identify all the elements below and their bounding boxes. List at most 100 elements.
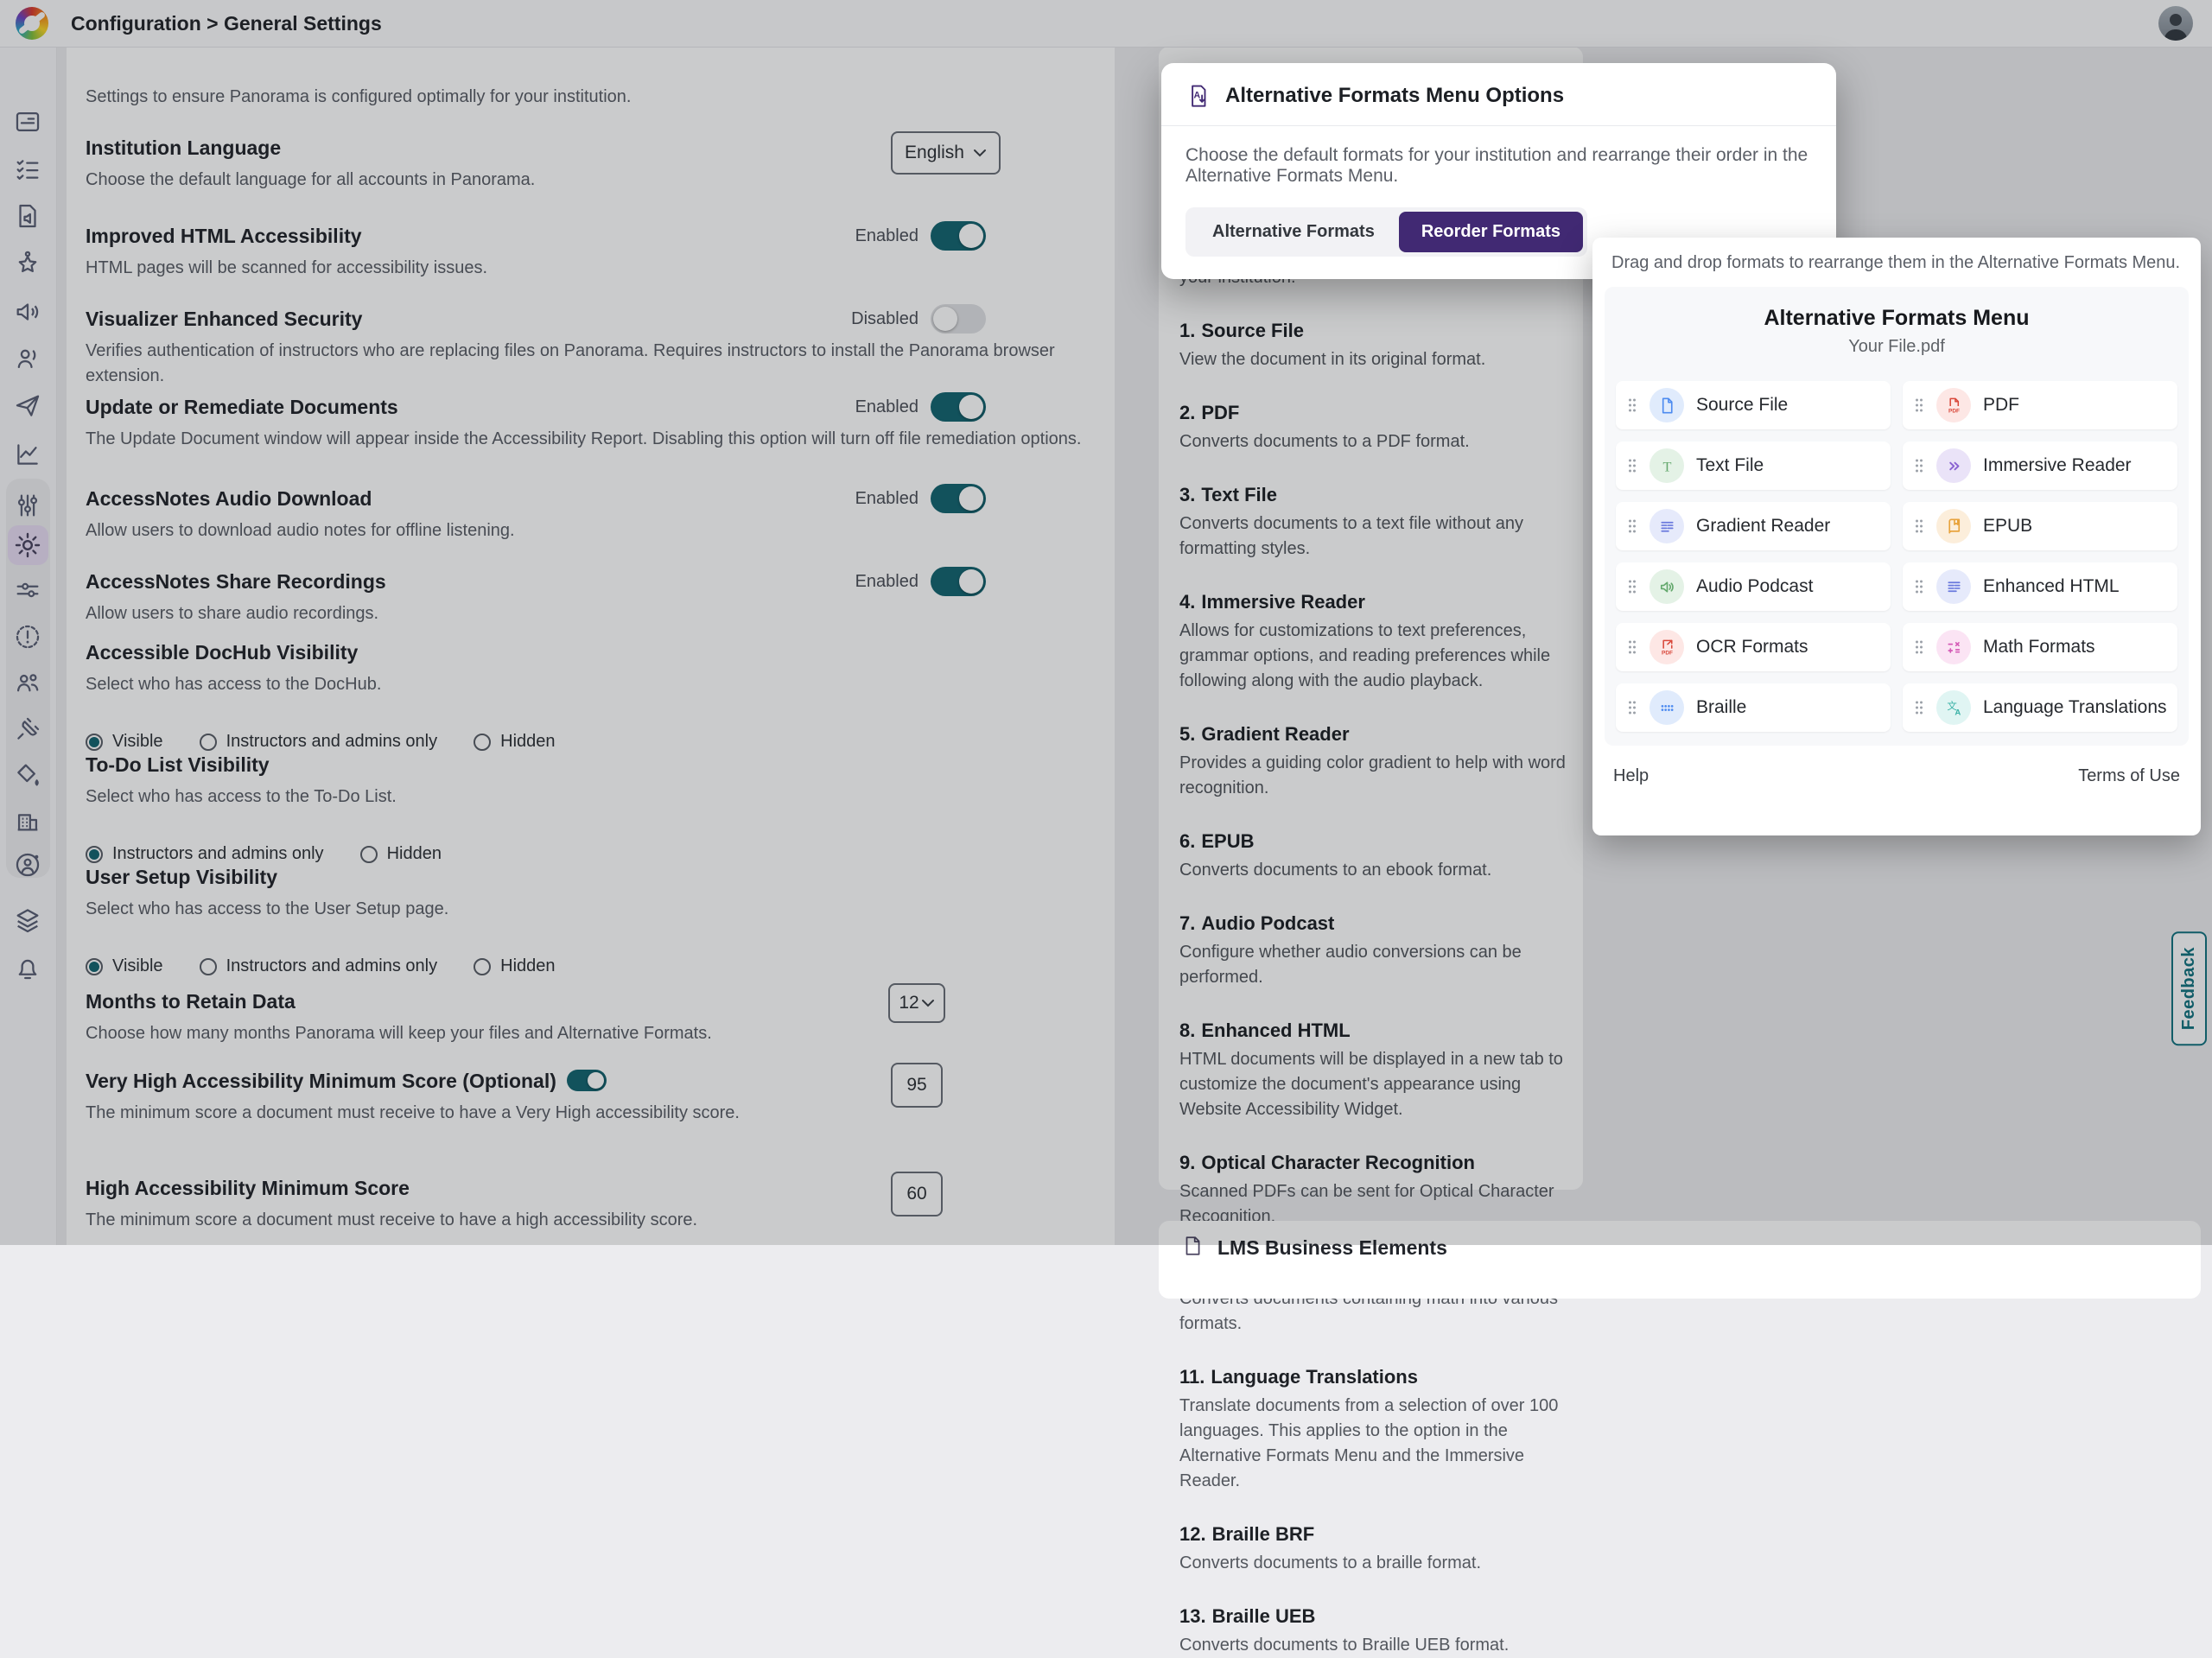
toggle-switch[interactable] bbox=[931, 221, 986, 251]
checklist-icon[interactable] bbox=[13, 155, 42, 184]
drag-handle-icon[interactable] bbox=[1627, 699, 1637, 716]
radio-option[interactable]: Hidden bbox=[474, 732, 556, 752]
format-item-enhanced-html[interactable]: Enhanced HTML bbox=[1903, 562, 2177, 611]
format-item-gradient-reader[interactable]: Gradient Reader bbox=[1616, 502, 1891, 550]
setting-title: Institution Language bbox=[86, 137, 282, 159]
toggle-state-label: Disabled bbox=[851, 308, 918, 328]
setting-title: Very High Accessibility Minimum Score (O… bbox=[86, 1070, 1103, 1093]
vertical-sliders-icon[interactable] bbox=[13, 491, 42, 520]
user-avatar[interactable] bbox=[2158, 6, 2193, 41]
format-heading: 3. Text File bbox=[1179, 484, 1277, 505]
epub-icon bbox=[1936, 509, 1971, 543]
drag-handle-icon[interactable] bbox=[1627, 578, 1637, 595]
language-select[interactable]: English bbox=[891, 131, 1001, 175]
terms-of-use-link[interactable]: Terms of Use bbox=[2078, 766, 2180, 785]
paint-bucket-icon[interactable] bbox=[13, 760, 42, 790]
format-item-braille[interactable]: Braille bbox=[1616, 683, 1891, 732]
setting-row: Improved HTML Accessibility HTML pages w… bbox=[86, 221, 1103, 281]
line-chart-icon[interactable] bbox=[13, 440, 42, 469]
format-item-epub[interactable]: EPUB bbox=[1903, 502, 2177, 550]
drag-handle-icon[interactable] bbox=[1627, 518, 1637, 535]
radio-option[interactable]: Instructors and admins only bbox=[199, 732, 437, 752]
left-sidebar bbox=[0, 47, 57, 1245]
help-link[interactable]: Help bbox=[1613, 766, 1649, 785]
format-item-pdf[interactable]: PDF PDF bbox=[1903, 381, 2177, 429]
drag-handle-icon[interactable] bbox=[1627, 638, 1637, 656]
reorder-instruction: Drag and drop formats to rearrange them … bbox=[1611, 253, 2181, 272]
paper-plane-icon[interactable] bbox=[13, 391, 42, 421]
drag-handle-icon[interactable] bbox=[1914, 638, 1924, 656]
format-desc: Converts documents to Braille UEB format… bbox=[1179, 1636, 1510, 1655]
reorder-formats-panel: Drag and drop formats to rearrange them … bbox=[1592, 238, 2201, 835]
menu-file-name: Your File.pdf bbox=[1848, 337, 1945, 356]
radio-group: Instructors and admins only Hidden bbox=[86, 844, 1103, 864]
drag-handle-icon[interactable] bbox=[1627, 457, 1637, 474]
setting-row: Very High Accessibility Minimum Score (O… bbox=[86, 1063, 1103, 1126]
gear-icon[interactable] bbox=[13, 530, 42, 560]
toggle-switch[interactable] bbox=[931, 392, 986, 422]
format-item-source-file[interactable]: Source File bbox=[1616, 381, 1891, 429]
setting-row: Months to Retain Data Choose how many mo… bbox=[86, 983, 1103, 1046]
format-item-math-formats[interactable]: Math Formats bbox=[1903, 623, 2177, 671]
enhanced-html-icon bbox=[1936, 569, 1971, 604]
radio-option[interactable]: Hidden bbox=[474, 956, 556, 976]
plug-icon[interactable] bbox=[13, 715, 42, 744]
format-item-immersive-reader[interactable]: Immersive Reader bbox=[1903, 441, 2177, 490]
toggle-switch[interactable] bbox=[931, 484, 986, 513]
toggle-switch[interactable] bbox=[931, 304, 986, 334]
immersive-reader-icon bbox=[1936, 448, 1971, 483]
format-item-audio-podcast[interactable]: Audio Podcast bbox=[1616, 562, 1891, 611]
drag-handle-icon[interactable] bbox=[1914, 518, 1924, 535]
setting-row: Accessible DocHub Visibility Select who … bbox=[86, 641, 1103, 752]
format-heading: 9. Optical Character Recognition bbox=[1179, 1152, 1475, 1173]
toggle-switch[interactable] bbox=[566, 1070, 607, 1091]
format-desc: Translate documents from a selection of … bbox=[1179, 1396, 1559, 1490]
svg-text:PDF: PDF bbox=[1662, 650, 1673, 656]
toggle-switch[interactable] bbox=[931, 567, 986, 596]
bell-icon[interactable] bbox=[13, 953, 42, 982]
report-icon[interactable] bbox=[13, 107, 42, 137]
math-icon bbox=[1936, 630, 1971, 664]
radio-option[interactable]: Instructors and admins only bbox=[86, 844, 324, 864]
setting-desc: Verifies authentication of instructors w… bbox=[86, 341, 1055, 385]
file-audio-icon[interactable] bbox=[13, 201, 42, 231]
setting-row: AccessNotes Audio Download Allow users t… bbox=[86, 484, 1103, 543]
panorama-logo bbox=[16, 7, 48, 40]
months-select[interactable]: 12 bbox=[888, 983, 945, 1023]
drag-handle-icon[interactable] bbox=[1914, 457, 1924, 474]
tab-reorder-formats[interactable]: Reorder Formats bbox=[1398, 212, 1583, 252]
very-high-score-input[interactable]: 95 bbox=[891, 1063, 943, 1108]
radio-option[interactable]: Instructors and admins only bbox=[199, 956, 437, 976]
horizontal-sliders-icon[interactable] bbox=[13, 575, 42, 605]
tab-alternative-formats[interactable]: Alternative Formats bbox=[1212, 222, 1375, 241]
person-voice-icon[interactable] bbox=[13, 344, 42, 373]
format-heading: 13. Braille UEB bbox=[1179, 1605, 1316, 1627]
setting-title: AccessNotes Share Recordings bbox=[86, 570, 386, 593]
high-score-input[interactable]: 60 bbox=[891, 1172, 943, 1217]
drag-handle-icon[interactable] bbox=[1914, 699, 1924, 716]
users-group-icon[interactable] bbox=[13, 668, 42, 697]
format-item-ocr-formats[interactable]: PDF OCR Formats bbox=[1616, 623, 1891, 671]
drag-handle-icon[interactable] bbox=[1627, 397, 1637, 414]
drag-handle-icon[interactable] bbox=[1914, 578, 1924, 595]
chevron-down-icon bbox=[973, 149, 986, 157]
radio-option[interactable]: Hidden bbox=[359, 844, 442, 864]
setting-title: Improved HTML Accessibility bbox=[86, 225, 362, 247]
layers-icon[interactable] bbox=[13, 905, 42, 935]
building-icon[interactable] bbox=[13, 805, 42, 835]
accessibility-star-icon[interactable] bbox=[13, 249, 42, 278]
audio-podcast-icon bbox=[1649, 569, 1684, 604]
setting-title: High Accessibility Minimum Score bbox=[86, 1177, 410, 1199]
format-desc: Converts documents to a braille format. bbox=[1179, 1553, 1482, 1572]
setting-title: To-Do List Visibility bbox=[86, 753, 270, 776]
format-heading: 8. Enhanced HTML bbox=[1179, 1020, 1351, 1041]
speaker-icon[interactable] bbox=[13, 297, 42, 327]
radio-option[interactable]: Visible bbox=[86, 732, 163, 752]
alert-badge-icon[interactable] bbox=[13, 622, 42, 651]
drag-handle-icon[interactable] bbox=[1914, 397, 1924, 414]
user-at-icon[interactable] bbox=[13, 850, 42, 880]
radio-option[interactable]: Visible bbox=[86, 956, 163, 976]
format-item-text-file[interactable]: T Text File bbox=[1616, 441, 1891, 490]
